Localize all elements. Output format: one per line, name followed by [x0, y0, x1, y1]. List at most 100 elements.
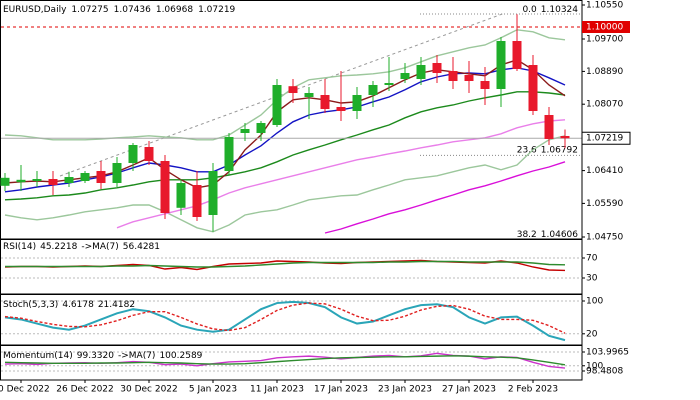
main-panel-frame — [0, 0, 583, 240]
fib-ratio: 38.2 — [517, 230, 537, 240]
fib-ratio: 0.0 — [522, 5, 537, 15]
series-last-value: 21.4182 — [98, 300, 135, 310]
candle-body — [48, 179, 58, 185]
y-tick-label: 30 — [586, 274, 598, 284]
fib-price: 1.04606 — [541, 230, 578, 240]
candle-body — [464, 75, 474, 81]
candle-body — [0, 177, 10, 186]
fib-ratio: 23.6 — [517, 145, 537, 155]
candle-body — [272, 85, 282, 125]
y-tick-label: 103.9965 — [586, 348, 629, 358]
y-tick-label: 100 — [586, 297, 603, 307]
y-tick-label: 1.10550 — [586, 1, 623, 11]
series-line — [4, 355, 566, 366]
series-name: ->MA(7) — [118, 351, 155, 361]
y-tick-label: 1.04750 — [586, 233, 623, 243]
indicator-title: Stoch(5,3,3) 4.6178 21.4182 — [3, 300, 135, 310]
series-line — [4, 135, 566, 233]
series-line — [5, 260, 566, 268]
x-tick-label: 5 Jan 2023 — [189, 385, 237, 395]
x-tick-label: 26 Dec 2022 — [56, 385, 114, 395]
candle-body — [96, 171, 106, 183]
candle-body — [416, 65, 426, 79]
y-tick-label: 1.08890 — [586, 67, 623, 77]
candle-body — [160, 161, 170, 213]
indicator-title: Momentum(14) 99.3320 ->MA(7) 100.2589 — [3, 351, 203, 361]
x-tick-label: 11 Jan 2023 — [250, 385, 304, 395]
y-tick-label: 20 — [586, 329, 598, 339]
candle-body — [288, 86, 298, 93]
candle-body — [208, 171, 218, 215]
y-tick-label: 1.08070 — [586, 100, 623, 110]
candle-body — [80, 173, 90, 181]
series-name: Stoch(5,3,3) — [3, 300, 58, 310]
series-last-value: 56.4281 — [123, 242, 160, 252]
y-tick-label: 98.4808 — [586, 367, 623, 377]
ohlc-value: 1.07275 — [71, 5, 108, 15]
price-tag-label: 1.10000 — [586, 23, 623, 33]
candle-body — [432, 63, 442, 73]
series-last-value: 4.6178 — [62, 300, 94, 310]
series-line — [4, 302, 566, 334]
fib-label: 0.0 1.10324 — [522, 5, 578, 15]
candle-body — [192, 185, 202, 217]
series-last-value: 100.2589 — [159, 351, 202, 361]
candle-body — [64, 177, 74, 183]
y-tick-label: 1.05590 — [586, 199, 623, 209]
current-price-tag — [581, 131, 631, 145]
series-line — [116, 119, 566, 229]
candle-body — [480, 81, 490, 89]
series-last-value: 45.2218 — [40, 242, 77, 252]
candle-body — [384, 83, 394, 85]
momentum-panel-frame — [0, 345, 583, 381]
x-tick-label: 20 Dec 2022 — [0, 385, 50, 395]
candle-body — [304, 93, 314, 97]
candle-body — [144, 147, 154, 161]
x-tick-label: 27 Jan 2023 — [442, 385, 496, 395]
candle-body — [176, 183, 186, 208]
title: EURUSD,Daily — [3, 5, 67, 15]
fib-label: 38.2 1.04606 — [517, 230, 579, 240]
candle-body — [448, 71, 458, 81]
candle-body — [528, 65, 538, 111]
candle-body — [128, 145, 138, 163]
series-name: RSI(14) — [3, 242, 36, 252]
candle-body — [16, 179, 26, 183]
chart-title: EURUSD,Daily 1.07275 1.07436 1.06968 1.07219 — [3, 5, 236, 15]
fib-price: 1.10324 — [541, 5, 578, 15]
candle-body — [336, 107, 346, 111]
candle-body — [544, 115, 554, 139]
candle-body — [512, 41, 522, 69]
series-name: ->MA(7) — [81, 242, 118, 252]
candle-body — [32, 179, 42, 181]
series-line — [4, 29, 566, 141]
candle-body — [240, 129, 250, 133]
price-tag — [582, 21, 630, 33]
ohlc-value: 1.07219 — [198, 5, 235, 15]
x-tick-label: 17 Jan 2023 — [314, 385, 368, 395]
y-tick-label: 70 — [586, 254, 598, 264]
series-line — [4, 59, 566, 189]
candle-body — [320, 95, 330, 109]
y-tick-label: 100 — [586, 361, 603, 371]
y-tick-label: 1.06410 — [586, 166, 623, 176]
x-tick-label: 30 Dec 2022 — [120, 385, 178, 395]
candle-body — [400, 73, 410, 79]
indicator-title: RSI(14) 45.2218 ->MA(7) 56.4281 — [3, 242, 160, 252]
candle-body — [224, 137, 234, 171]
candle-body — [112, 163, 122, 183]
candle-body — [256, 123, 266, 133]
series-last-value: 99.3320 — [77, 351, 114, 361]
current-price-label: 1.07219 — [586, 134, 623, 144]
y-tick-label: 1.09700 — [586, 35, 623, 45]
candle-body — [560, 136, 570, 139]
ohlc-value: 1.07436 — [114, 5, 151, 15]
fib-label: 23.6 1.06792 — [517, 145, 578, 155]
ohlc-value: 1.06968 — [156, 5, 193, 15]
series-name: Momentum(14) — [3, 351, 73, 361]
series-line — [4, 91, 566, 201]
candle-body — [352, 95, 362, 111]
candle-body — [368, 85, 378, 95]
x-tick-label: 2 Feb 2023 — [508, 385, 558, 395]
